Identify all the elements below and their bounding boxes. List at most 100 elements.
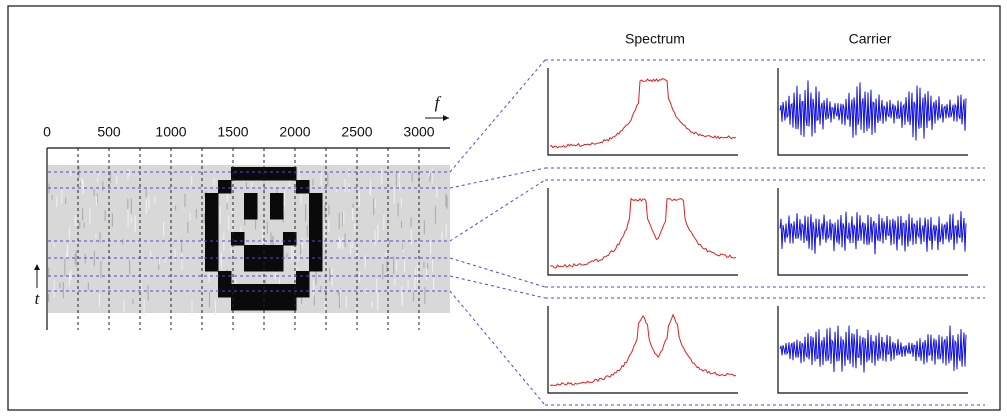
noise-streak [407,280,409,289]
noise-streak [374,198,376,209]
plot-axes [777,68,968,156]
noise-streak [80,179,82,184]
freq-grid: 0 500 1000 1500 2000 2500 3000 [43,124,435,330]
noise-streak [412,292,414,302]
noise-streak [388,240,391,245]
noise-streak [335,186,338,193]
face-pixel [205,245,219,259]
noise-streak [374,230,376,246]
noise-streak [433,277,435,291]
face-pixel [205,206,219,220]
face-pixel [244,297,258,311]
freq-tick-label: 2500 [341,124,372,140]
freq-tick-label: 2000 [279,124,310,140]
plot-axes [547,188,738,276]
noise-streak [64,258,66,277]
noise-streak [429,175,431,182]
noise-streak [397,202,399,217]
noise-streak [300,187,302,204]
noise-streak [306,225,308,237]
noise-streak [445,224,447,238]
noise-streak [95,196,97,206]
noise-streak [432,258,434,273]
noise-streak [62,282,64,299]
spectrum-curve [549,78,737,149]
noise-streak [445,193,447,207]
noise-streak [341,237,344,250]
face-pixel [231,284,245,298]
noise-streak [53,280,55,298]
face-pixel [205,219,219,233]
face-pixel [244,245,258,259]
time-arrowhead [34,264,40,270]
noise-streak [204,192,206,197]
noise-streak [402,243,404,250]
noise-streak [441,231,443,240]
noise-streak [48,267,50,278]
noise-streak [337,290,339,296]
noise-streak [208,272,210,282]
spectrum-curve [550,197,737,269]
noise-streak [51,195,53,200]
noise-streak [66,250,68,258]
face-pixel [244,206,258,220]
noise-streak [255,218,257,230]
noise-streak [116,175,118,184]
noise-streak [109,172,112,184]
noise-streak [426,263,429,270]
noise-streak [82,207,84,221]
noise-streak [339,239,341,249]
noise-streak [93,251,95,266]
noise-streak [195,209,197,219]
noise-streak [164,257,166,263]
noise-streak [382,264,384,280]
face-pixel [231,232,245,246]
noise-streak [446,195,448,209]
noise-streak [398,172,400,180]
noise-streak [377,224,379,241]
noise-streak [352,243,354,248]
noise-streak [129,266,131,275]
noise-streak [399,181,401,190]
noise-streak [305,204,307,222]
noise-streak [96,177,99,183]
face-pixel [244,284,258,298]
noise-streak [93,189,95,197]
face-pixel [270,167,284,181]
noise-streak [123,300,125,313]
noise-streak [61,189,63,204]
face-pixel [231,167,245,181]
noise-streak [369,189,371,194]
noise-streak [377,293,379,310]
noise-streak [184,193,186,207]
carrier-wave [779,325,967,373]
noise-streak [263,182,265,195]
freq-tick-label: 3000 [403,124,434,140]
face-pixel [283,297,297,311]
noise-streak [324,205,326,219]
noise-streak [394,278,396,286]
link-line [449,275,546,299]
noise-streak [344,178,346,193]
plot-axes [777,188,968,276]
noise-streak [345,296,347,309]
noise-streak [400,220,403,229]
noise-streak [70,171,72,177]
noise-streak [70,270,72,280]
noise-streak [98,172,100,177]
noise-streak [68,227,71,239]
noise-streak [150,250,152,260]
noise-streak [99,232,101,244]
noise-streak [338,236,340,250]
noise-streak [315,268,317,285]
noise-streak [95,233,97,238]
face-pixel [270,297,284,311]
noise-streak [132,298,134,305]
noise-streak [134,215,136,232]
noise-streak [358,191,360,207]
noise-streak [342,211,344,227]
face-pixel [218,271,232,285]
noise-streak [369,179,372,197]
noise-streak [244,219,246,226]
